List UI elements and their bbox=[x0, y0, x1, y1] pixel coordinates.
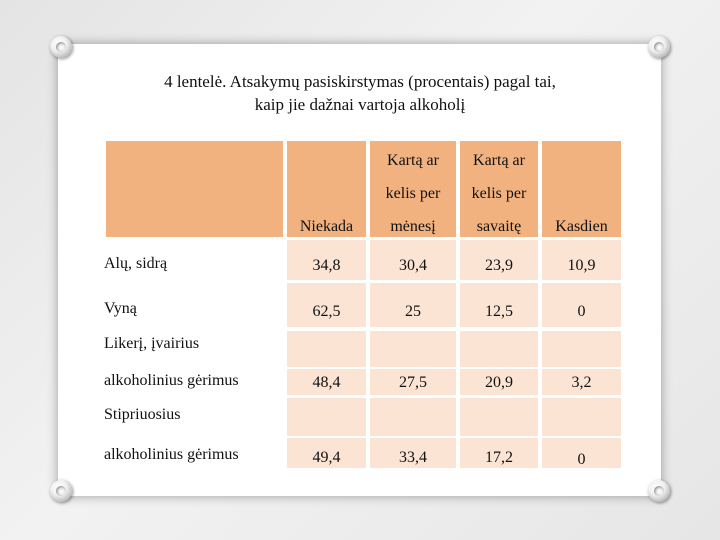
ring-decoration-icon bbox=[648, 480, 670, 502]
row-label-line2: alkoholinius gėrimus bbox=[104, 372, 239, 389]
table-cell-bg bbox=[370, 369, 456, 395]
table-cell-bg bbox=[542, 240, 621, 280]
table-cell-bg bbox=[287, 438, 366, 468]
row-label: Vyną bbox=[104, 300, 137, 317]
header-cell-niekada bbox=[287, 141, 366, 237]
header-savaite-line2: kelis per bbox=[471, 185, 527, 202]
table-cell-bg bbox=[542, 283, 621, 327]
table-cell: 30,4 bbox=[399, 257, 427, 274]
table-cell-bg bbox=[287, 398, 366, 436]
header-niekada: Niekada bbox=[299, 218, 354, 235]
table-cell-bg bbox=[370, 398, 456, 436]
table-cell-bg bbox=[287, 369, 366, 395]
title-line-1: 4 lentelė. Atsakymų pasiskirstymas (proc… bbox=[164, 72, 556, 91]
header-menesi-line1: Kartą ar bbox=[387, 152, 439, 169]
row-label: Alų, sidrą bbox=[104, 255, 168, 272]
table-cell-bg bbox=[460, 369, 538, 395]
row-label-line1: Stipriuosius bbox=[104, 406, 181, 423]
table-cell: 33,4 bbox=[399, 449, 427, 466]
table-cell-bg bbox=[287, 240, 366, 280]
table-cell-bg bbox=[460, 240, 538, 280]
table-cell: 27,5 bbox=[399, 374, 427, 391]
table-cell-bg bbox=[460, 438, 538, 468]
header-menesi-line3: mėnesį bbox=[390, 218, 436, 235]
table-cell: 12,5 bbox=[485, 303, 513, 320]
table-cell-bg bbox=[370, 283, 456, 327]
table-cell-bg bbox=[370, 331, 456, 367]
page-title: 4 lentelė. Atsakymų pasiskirstymas (proc… bbox=[60, 70, 660, 116]
table-cell: 17,2 bbox=[485, 449, 513, 466]
header-kasdien: Kasdien bbox=[555, 218, 608, 235]
table-cell-bg bbox=[542, 331, 621, 367]
header-cell-empty bbox=[106, 141, 283, 237]
header-cell-kasdien bbox=[542, 141, 621, 237]
ring-decoration-icon bbox=[648, 36, 670, 58]
table-cell: 34,8 bbox=[312, 257, 341, 274]
header-savaite-line1: Kartą ar bbox=[473, 152, 525, 169]
table-cell-bg bbox=[542, 398, 621, 436]
table-cell-bg bbox=[287, 331, 366, 367]
table-cell-bg bbox=[460, 283, 538, 327]
table-cell: 23,9 bbox=[485, 257, 513, 274]
table-cell-bg bbox=[370, 438, 456, 468]
table-cell-bg bbox=[460, 398, 538, 436]
ring-decoration-icon bbox=[50, 480, 72, 502]
table-cell: 49,4 bbox=[312, 449, 341, 466]
header-menesi-line2: kelis per bbox=[385, 185, 441, 202]
row-label-line2: alkoholinius gėrimus bbox=[104, 446, 239, 463]
table-cell-bg bbox=[542, 438, 621, 468]
title-line-2: kaip jie dažnai vartoja alkoholį bbox=[254, 95, 466, 114]
table-cell: 3,2 bbox=[571, 374, 592, 391]
table-cell: 25 bbox=[405, 303, 421, 320]
row-label-line1: Likerį, įvairius bbox=[104, 335, 200, 352]
table-cell-bg bbox=[370, 240, 456, 280]
table-cell: 0 bbox=[577, 451, 586, 468]
table-cell: 0 bbox=[577, 303, 586, 320]
table-cell-bg bbox=[542, 369, 621, 395]
header-savaite-line3: savaitę bbox=[476, 218, 522, 235]
table-cell: 48,4 bbox=[312, 374, 341, 391]
table-cell-bg bbox=[287, 283, 366, 327]
table-cell-bg bbox=[460, 331, 538, 367]
header-cell-savaite bbox=[460, 141, 538, 237]
table-cell: 20,9 bbox=[485, 374, 513, 391]
table-cell: 10,9 bbox=[567, 257, 596, 274]
ring-decoration-icon bbox=[50, 36, 72, 58]
table-cell: 62,5 bbox=[312, 303, 341, 320]
header-cell-menesi bbox=[370, 141, 456, 237]
